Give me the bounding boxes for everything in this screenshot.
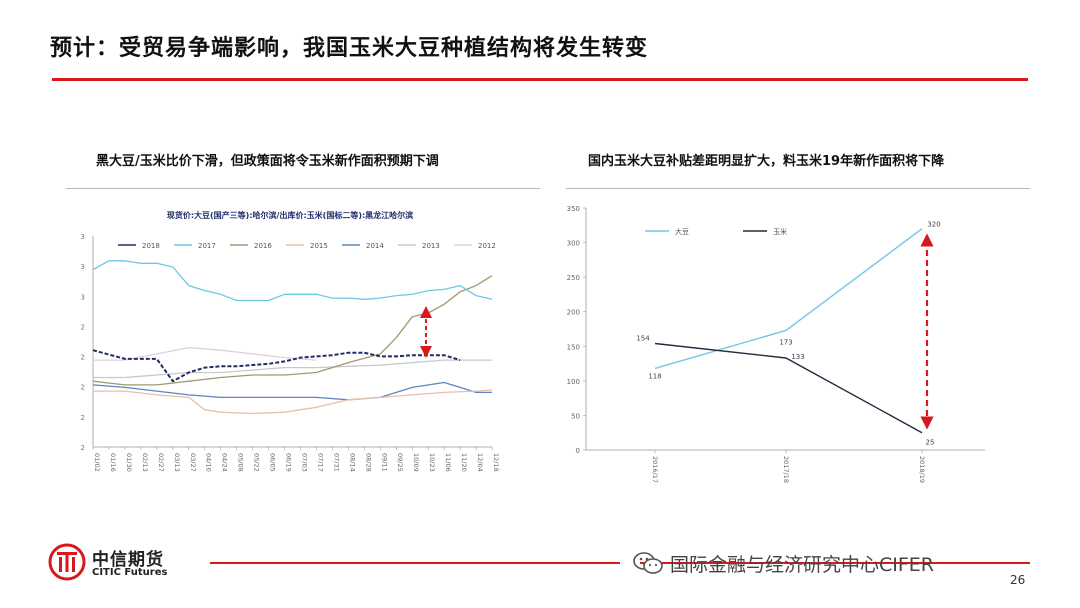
left-x-tick: 12/04 <box>476 453 484 472</box>
right-chart: 0 50 100 150 200 250 300 350 2016/17 2017/18 2018/… <box>567 205 985 483</box>
left-chart-subtitle: 黑大豆/玉米比价下滑，但政策面将令玉米新作面积预期下调 <box>96 154 439 169</box>
wechat-icon <box>633 552 663 574</box>
left-legend-label: 2014 <box>366 242 384 250</box>
left-x-tick: 05/22 <box>253 453 261 472</box>
right-data-label: 25 <box>926 439 935 447</box>
right-legend-label: 大豆 <box>675 227 689 236</box>
right-y-tick: 150 <box>567 343 580 351</box>
right-y-tick: 200 <box>567 309 580 317</box>
right-y-tick: 100 <box>567 378 580 386</box>
left-x-tick: 10/23 <box>428 453 436 472</box>
logo-en-text: CITIC Futures <box>92 567 168 578</box>
left-x-tick: 02/13 <box>141 453 149 472</box>
citic-logo: 中信期货 CITIC Futures <box>48 543 198 585</box>
footer-rule-left <box>210 562 620 564</box>
left-chart: 现货价:大豆(国产三等):哈尔滨/出库价:玉米(国标二等):黑龙江哈尔滨 2 2 2 2… <box>81 210 500 472</box>
right-data-label: 320 <box>927 221 940 229</box>
right-subtitle-rule <box>566 188 1030 189</box>
right-y-tick: 350 <box>567 205 580 213</box>
right-data-label: 133 <box>791 353 804 361</box>
left-x-tick: 06/19 <box>285 453 293 472</box>
right-y-tick: 300 <box>567 240 580 248</box>
left-x-tick: 04/10 <box>205 453 213 472</box>
left-y-tick: 2 <box>81 323 85 331</box>
left-x-tick: 11/06 <box>444 453 452 472</box>
left-x-tick: 09/25 <box>396 453 404 472</box>
footer-rule-right <box>640 562 1030 564</box>
left-series-line <box>92 349 461 383</box>
watermark-text: 国际金融与经济研究中心CIFER <box>670 553 935 576</box>
slide-title: 预计：受贸易争端影响，我国玉米大豆种植结构将发生转变 <box>50 36 649 61</box>
left-x-tick: 01/02 <box>93 453 101 472</box>
left-legend-label: 2012 <box>478 242 496 250</box>
left-y-tick: 3 <box>81 293 85 301</box>
left-subtitle-rule <box>66 188 540 189</box>
watermark: 国际金融与经济研究中心CIFER <box>632 549 934 577</box>
left-x-tick: 09/11 <box>380 453 388 472</box>
left-x-tick: 08/14 <box>348 453 356 472</box>
right-x-tick: 2018/19 <box>918 456 926 483</box>
left-x-tick: 07/03 <box>300 453 308 472</box>
left-x-tick: 05/08 <box>237 453 245 472</box>
right-y-tick: 50 <box>571 412 580 420</box>
right-data-label: 154 <box>636 335 650 343</box>
left-x-tick: 07/17 <box>316 453 324 472</box>
right-y-tick: 250 <box>567 274 580 282</box>
left-x-tick: 11/20 <box>460 453 468 472</box>
left-x-tick: 08/28 <box>364 453 372 472</box>
left-x-tick: 06/05 <box>269 453 277 472</box>
right-series-line <box>654 228 923 370</box>
page-number: 26 <box>1010 573 1026 587</box>
right-chart-subtitle: 国内玉米大豆补贴差距明显扩大，料玉米19年新作面积将下降 <box>588 154 945 169</box>
left-legend-label: 2015 <box>310 242 328 250</box>
left-y-tick: 2 <box>81 384 85 392</box>
left-x-tick: 01/30 <box>125 453 133 472</box>
right-x-tick: 2017/18 <box>782 456 790 483</box>
left-legend-label: 2018 <box>142 242 160 250</box>
left-series-line <box>92 275 493 386</box>
left-x-tick: 07/31 <box>332 453 340 472</box>
left-series-line <box>93 347 317 361</box>
left-y-tick: 2 <box>81 444 85 452</box>
left-legend-label: 2013 <box>422 242 440 250</box>
right-legend-label: 玉米 <box>773 227 787 236</box>
left-y-tick: 3 <box>81 263 85 271</box>
left-y-tick: 2 <box>81 354 85 362</box>
left-x-tick: 10/09 <box>412 453 420 472</box>
right-y-tick: 0 <box>576 447 580 455</box>
right-data-label: 173 <box>779 338 792 346</box>
title-rule <box>52 78 1028 81</box>
left-series-line <box>92 260 493 302</box>
left-legend-label: 2016 <box>254 242 272 250</box>
left-x-tick: 12/18 <box>492 453 500 472</box>
left-y-tick: 3 <box>81 233 85 241</box>
left-y-tick: 2 <box>81 414 85 422</box>
left-chart-title: 现货价:大豆(国产三等):哈尔滨/出库价:玉米(国标二等):黑龙江哈尔滨 <box>167 210 413 220</box>
right-series-line <box>654 342 923 434</box>
right-data-label: 118 <box>648 372 661 380</box>
right-x-tick: 2016/17 <box>651 456 659 483</box>
left-x-tick: 02/27 <box>157 453 165 472</box>
left-x-tick: 04/24 <box>221 453 229 472</box>
left-series-line <box>93 389 493 415</box>
left-x-tick: 03/27 <box>189 453 197 472</box>
left-series-line <box>92 381 492 401</box>
citic-emblem-icon <box>48 543 86 581</box>
left-legend-label: 2017 <box>198 242 216 250</box>
left-series-line <box>93 359 492 379</box>
left-x-tick: 01/16 <box>109 453 117 472</box>
left-x-tick: 03/13 <box>173 453 181 472</box>
logo-cn-text: 中信期货 <box>92 550 164 570</box>
